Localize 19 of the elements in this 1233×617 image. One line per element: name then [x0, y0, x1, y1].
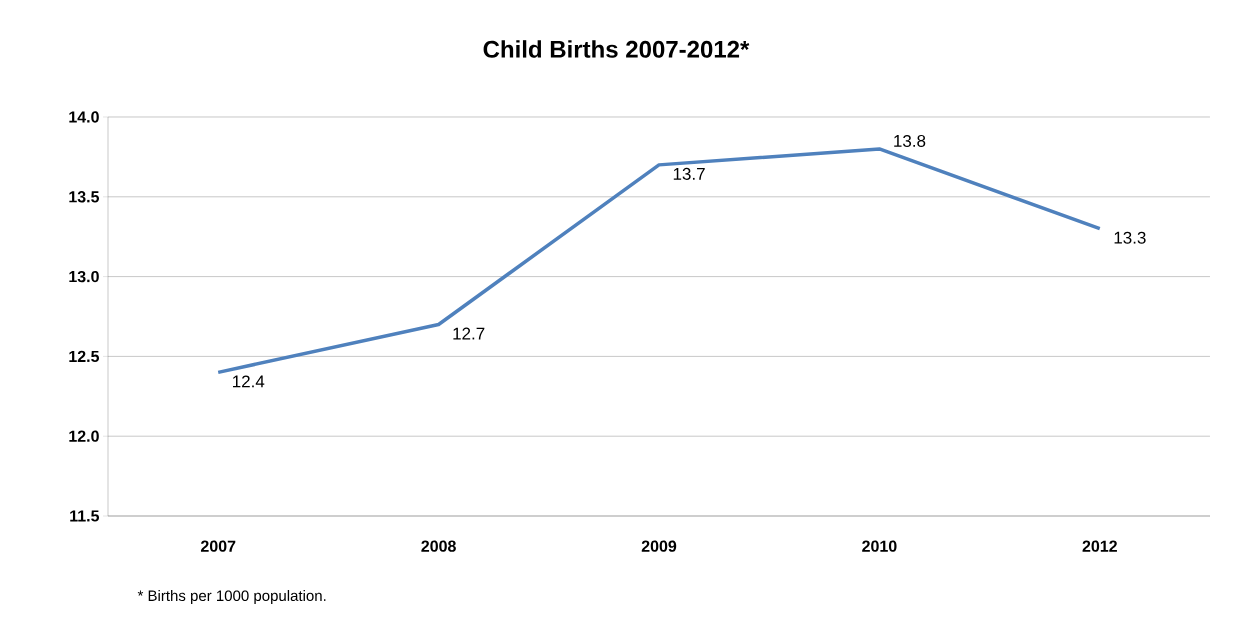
text: * Births per 1000 population. [137, 590, 326, 604]
y-tick-label: 12.0 [69, 430, 99, 442]
line-series [216, 147, 1102, 375]
x-tick-label: 2007 [200, 540, 236, 552]
data-label: 13.8 [894, 134, 926, 147]
x-tick-label: 2012 [1082, 540, 1117, 552]
y-tick-label: 14.0 [69, 111, 99, 123]
x-tick-label: 2009 [641, 540, 677, 552]
data-label: 13.7 [673, 167, 705, 180]
y-tick-label: 13.5 [69, 191, 100, 203]
data-label: 13.3 [1114, 231, 1146, 244]
data-label: 12.4 [233, 375, 265, 388]
x-tick-label: 2010 [862, 540, 897, 552]
chart-title: Child Births 2007-2012* [483, 40, 750, 58]
x-tick-label: 2008 [421, 540, 456, 552]
y-tick-label: 11.5 [70, 510, 100, 522]
y-tick-label: 12.5 [69, 350, 100, 363]
data-label: 12.7 [453, 327, 485, 340]
y-tick-label: 13.0 [69, 270, 99, 283]
